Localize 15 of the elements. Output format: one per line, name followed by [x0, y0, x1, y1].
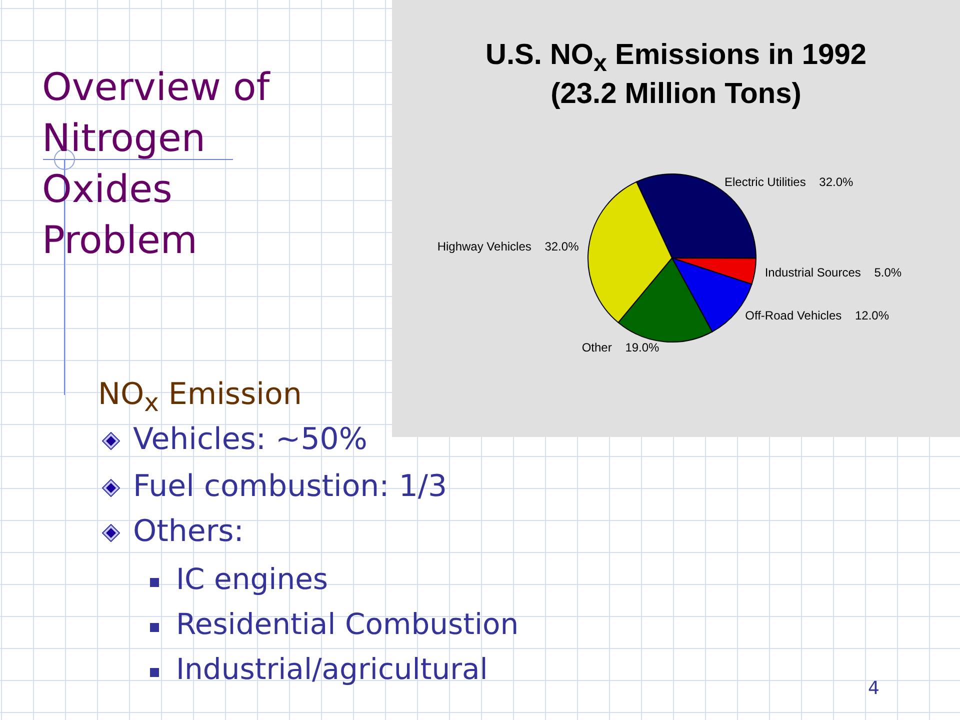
slice-label: Off-Road Vehicles 12.0% — [745, 308, 890, 323]
text: NO$_{x}$ Emission — [98, 377, 302, 419]
text: Vehicles: ~50% — [133, 422, 368, 458]
text: Fuel combustion: 1/3 — [133, 469, 448, 505]
chart-subtitle: (23.2 Million Tons) — [550, 77, 802, 112]
slice-label: Electric Utilities 32.0% — [724, 175, 854, 190]
text: Industrial/agricultural — [176, 651, 488, 687]
slice-label: Other 19.0% — [582, 340, 660, 355]
slice-label: Highway Vehicles 32.0% — [437, 239, 580, 254]
chart-title: U.S. NO$_{x}$ Emissions in 1992 — [486, 39, 866, 77]
slice-label: Industrial Sources 5.0% — [764, 265, 902, 280]
text: Others: — [133, 514, 244, 550]
text: 4 — [868, 678, 880, 700]
text: IC engines — [176, 561, 328, 597]
text: Residential Combustion — [176, 606, 519, 642]
